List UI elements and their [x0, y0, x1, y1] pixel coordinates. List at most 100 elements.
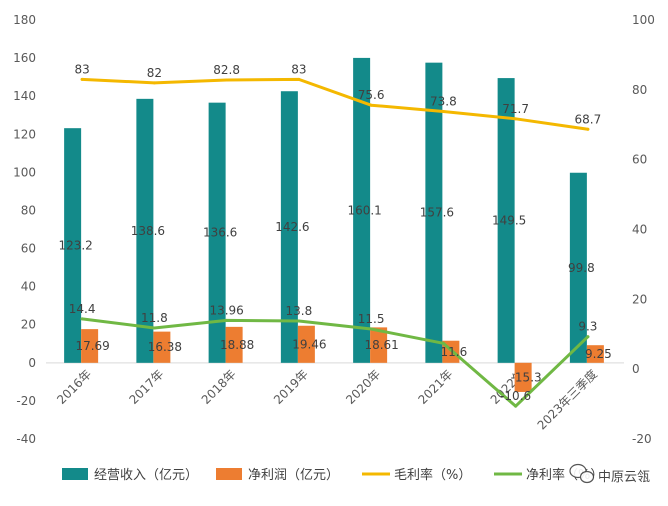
- net-profit-bar: [514, 362, 532, 392]
- y-right-tick-label: 80: [632, 83, 647, 97]
- y-right-tick-label: 20: [632, 292, 647, 306]
- x-category-label: 2017年: [127, 367, 167, 407]
- net-profit-data-label: 17.69: [75, 339, 109, 353]
- y-right-tick-label: -20: [632, 432, 652, 446]
- net-margin-point: [80, 317, 84, 321]
- net-margin-point: [514, 404, 518, 408]
- net-profit-bar: [225, 326, 243, 363]
- net-profit-bar: [586, 345, 604, 363]
- net-margin-data-label: 14.4: [69, 302, 96, 316]
- net-profit-bar: [297, 325, 315, 363]
- gross-margin-point: [225, 78, 229, 82]
- legend-bar-swatch: [62, 468, 88, 480]
- x-category-label: 2018年: [199, 367, 239, 407]
- net-profit-data-label: 11.6: [441, 345, 468, 359]
- legend-item: 净利润（亿元）: [216, 468, 339, 483]
- gross-margin-data-label: 71.7: [502, 102, 529, 116]
- watermark-text: 中原云瓴: [598, 470, 650, 485]
- bars-layer: [64, 57, 604, 392]
- gross-margin-data-label: 75.6: [358, 88, 385, 102]
- wechat-icon: [569, 463, 595, 484]
- y-right-tick-label: 100: [632, 13, 655, 27]
- y-right-tick-label: 60: [632, 153, 647, 167]
- data-labels-layer: 123.2 138.6 136.6 142.6 160.1 157.6 149.5 99.8 1…: [58, 62, 611, 403]
- y-left-tick-label: -40: [16, 432, 36, 446]
- revenue-data-label: 138.6: [131, 224, 165, 238]
- net-margin-data-label: 13.96: [209, 303, 243, 317]
- revenue-data-label: 123.2: [58, 238, 92, 252]
- x-category-label: 2023年三季度: [534, 366, 600, 432]
- y-left-tick-label: 40: [21, 280, 36, 294]
- net-margin-point: [441, 341, 445, 345]
- watermark: 中原云瓴: [569, 463, 650, 485]
- revenue-bar: [136, 98, 154, 363]
- revenue-data-label: 136.6: [203, 226, 237, 240]
- net-margin-point: [225, 318, 229, 322]
- gross-margin-data-label: 68.7: [575, 112, 602, 126]
- gross-margin-data-label: 83: [291, 62, 306, 76]
- net-profit-bar: [370, 327, 388, 363]
- net-margin-point: [152, 326, 156, 330]
- y-left-tick-label: 100: [13, 165, 36, 179]
- gross-margin-data-label: 82: [147, 66, 162, 80]
- revenue-bar: [280, 91, 298, 363]
- revenue-bar: [64, 128, 82, 363]
- y-left-tick-label: 60: [21, 242, 36, 256]
- net-profit-data-label: 9.25: [585, 347, 612, 361]
- gross-margin-point: [297, 77, 301, 81]
- gross-margin-data-label: 73.8: [430, 94, 457, 108]
- legend-item: 经营收入（亿元）: [62, 468, 198, 483]
- net-margin-point: [297, 319, 301, 323]
- revenue-data-label: 149.5: [492, 213, 526, 227]
- net-margin-data-label: 11.5: [358, 312, 385, 326]
- x-category-label: 2021年: [416, 367, 456, 407]
- legend-item: 毛利率（%）: [362, 467, 471, 483]
- y-left-tick-label: 120: [13, 127, 36, 141]
- revenue-bar: [353, 57, 371, 363]
- net-margin-data-label: 11.8: [141, 311, 168, 325]
- net-profit-data-label: 18.61: [364, 338, 398, 352]
- legend-label: 毛利率（%）: [394, 467, 471, 483]
- gross-margin-data-label: 82.8: [213, 63, 240, 77]
- revenue-bar: [497, 78, 515, 363]
- legend-label: 净利润（亿元）: [248, 468, 339, 483]
- y-left-tick-label: 160: [13, 51, 36, 65]
- net-margin-point: [586, 335, 590, 339]
- x-category-label: 2019年: [271, 367, 311, 407]
- net-margin-data-label: 9.3: [578, 320, 597, 334]
- y-right-tick-label: 40: [632, 223, 647, 237]
- lines-layer: [80, 77, 590, 408]
- gross-margin-point: [586, 127, 590, 131]
- net-profit-data-label: 19.46: [292, 337, 326, 351]
- net-profit-data-label: 16.38: [148, 340, 182, 354]
- net-profit-bar: [81, 329, 99, 363]
- legend-label: 经营收入（亿元）: [94, 468, 198, 483]
- wechat-icon-bubble-small: [579, 470, 595, 484]
- gross-margin-point: [80, 77, 84, 81]
- y-left-tick-label: 80: [21, 203, 36, 217]
- revenue-bar: [569, 172, 587, 363]
- gross-margin-data-label: 83: [74, 62, 89, 76]
- revenue-data-label: 142.6: [275, 220, 309, 234]
- y-right-tick-label: 0: [632, 362, 640, 376]
- legend-bar-swatch: [216, 468, 242, 480]
- x-category-label: 2020年: [343, 367, 383, 407]
- revenue-data-label: 157.6: [420, 206, 454, 220]
- x-category-label: 2016年: [54, 367, 94, 407]
- gross-margin-point: [152, 81, 156, 85]
- y-left-tick-label: 180: [13, 13, 36, 27]
- net-profit-data-label: 18.88: [220, 338, 254, 352]
- gross-margin-point: [369, 103, 373, 107]
- net-margin-point: [369, 327, 373, 331]
- legend: 经营收入（亿元） 净利润（亿元） 毛利率（%） 净利率（%）: [62, 467, 603, 483]
- y-left-tick-label: 20: [21, 318, 36, 332]
- net-profit-bar: [153, 331, 171, 363]
- net-profit-data-label: -15.3: [511, 370, 542, 384]
- y-left-tick-label: -20: [16, 394, 36, 408]
- axes-layer: -40 -20 0 20 40 60 80 100 120 140 160 180 -20 0 20 40 60…: [13, 13, 655, 446]
- revenue-bar: [208, 102, 226, 363]
- y-left-tick-label: 140: [13, 89, 36, 103]
- revenue-bar: [425, 62, 443, 363]
